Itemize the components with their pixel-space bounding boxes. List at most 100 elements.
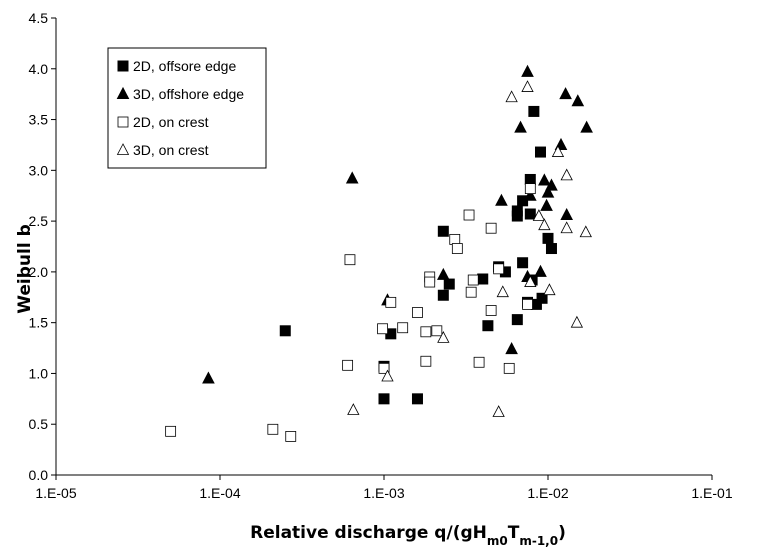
point-2d-offsore-edge <box>437 289 449 301</box>
y-tick-label: 0.5 <box>29 416 49 432</box>
point-2d-offsore-edge <box>536 292 548 304</box>
y-tick-label: 4.5 <box>29 10 49 26</box>
point-3d-on-crest <box>381 369 394 382</box>
y-axis-ticks: 0.0 0.5 1.0 1.5 2.0 2.5 3.0 3.5 4.0 4.5 <box>29 10 56 483</box>
point-2d-on-crest <box>485 305 497 316</box>
y-tick-label: 2.5 <box>29 213 49 229</box>
point-2d-on-crest <box>420 326 432 338</box>
data-points <box>165 64 593 442</box>
point-2d-on-crest <box>342 359 354 371</box>
legend-marker <box>117 116 129 128</box>
point-2d-offsore-edge <box>528 105 540 117</box>
y-tick-label: 3.0 <box>29 162 49 178</box>
legend-entry-label: 3D, on crest <box>133 142 209 158</box>
point-2d-offsore-edge <box>477 273 489 285</box>
point-3d-on-crest <box>437 331 450 343</box>
point-3d-on-crest <box>347 403 360 415</box>
legend-entry-label: 2D, offsore edge <box>133 58 236 74</box>
point-2d-offsore-edge <box>443 278 455 290</box>
x-tick-label: 1.E-02 <box>527 485 568 501</box>
point-3d-on-crest <box>505 90 518 103</box>
point-3d-offshore-edge <box>202 371 215 384</box>
legend-box <box>107 47 267 169</box>
point-2d-on-crest <box>503 362 515 374</box>
point-3d-offshore-edge <box>514 120 527 133</box>
point-3d-on-crest <box>579 225 592 238</box>
point-3d-on-crest <box>538 218 551 231</box>
point-3d-offshore-edge <box>538 173 551 186</box>
point-3d-offshore-edge <box>540 198 553 211</box>
point-3d-offshore-edge <box>534 264 547 277</box>
x-tick-label: 1.E-05 <box>35 485 76 501</box>
point-2d-on-crest <box>285 431 297 442</box>
point-3d-offshore-edge <box>521 64 534 77</box>
y-tick-label: 1.5 <box>29 315 49 331</box>
point-3d-offshore-edge <box>541 185 555 198</box>
point-3d-offshore-edge <box>505 341 518 355</box>
legend-entry-label: 2D, on crest <box>133 114 209 130</box>
point-3d-offshore-edge <box>436 267 450 280</box>
point-2d-on-crest <box>485 222 497 234</box>
y-tick-label: 0.0 <box>29 467 49 483</box>
point-3d-offshore-edge <box>345 171 359 184</box>
point-2d-on-crest <box>524 183 536 195</box>
y-tick-label: 4.0 <box>29 61 49 77</box>
point-3d-on-crest <box>492 405 505 417</box>
legend-marker <box>117 60 129 72</box>
point-2d-offsore-edge <box>511 205 523 217</box>
point-2d-offsore-edge <box>524 208 536 220</box>
point-3d-on-crest <box>496 285 509 298</box>
point-2d-offsore-edge <box>517 257 529 269</box>
point-2d-on-crest <box>420 355 432 367</box>
point-3d-offshore-edge <box>523 188 537 201</box>
x-axis-ticks: 1.E-05 1.E-04 1.E-03 1.E-02 1.E-01 <box>35 475 733 501</box>
point-2d-offsore-edge <box>511 314 523 326</box>
y-axis-label: Weibull b <box>15 224 35 314</box>
point-2d-offsore-edge <box>279 325 291 337</box>
point-2d-on-crest <box>267 423 279 435</box>
point-2d-offsore-edge <box>545 243 557 255</box>
point-2d-offsore-edge <box>482 320 494 332</box>
y-tick-label: 2.0 <box>29 264 49 280</box>
point-2d-on-crest <box>473 356 485 368</box>
legend-marker <box>116 143 130 155</box>
point-2d-on-crest <box>522 298 533 310</box>
x-axis-label: Relative discharge q/(gHm0Tm-1,0) <box>250 523 566 548</box>
point-2d-offsore-edge <box>517 195 529 207</box>
point-3d-on-crest <box>521 80 534 92</box>
point-2d-on-crest <box>463 209 475 221</box>
point-3d-offshore-edge <box>560 207 574 221</box>
point-2d-on-crest <box>397 322 409 334</box>
point-3d-offshore-edge <box>545 178 558 191</box>
legend-marker <box>116 86 130 99</box>
point-3d-offshore-edge <box>580 120 593 133</box>
x-tick-label: 1.E-03 <box>363 485 404 501</box>
x-tick-label: 1.E-04 <box>199 485 240 501</box>
point-3d-on-crest <box>551 145 565 157</box>
legend: 2D, offsore edge 3D, offshore edge 2D, on … <box>107 47 267 169</box>
point-3d-offshore-edge <box>559 87 572 100</box>
point-2d-on-crest <box>431 325 443 337</box>
point-2d-offsore-edge <box>411 393 423 405</box>
point-3d-on-crest <box>560 168 573 181</box>
point-2d-on-crest <box>465 286 477 298</box>
point-2d-offsore-edge <box>534 146 546 158</box>
point-2d-on-crest <box>449 233 461 245</box>
point-3d-offshore-edge <box>571 94 585 107</box>
point-2d-on-crest <box>424 276 436 288</box>
point-2d-offsore-edge <box>378 393 390 405</box>
point-3d-on-crest <box>532 209 546 221</box>
y-tick-label: 3.5 <box>29 112 49 128</box>
point-2d-offsore-edge <box>437 225 449 237</box>
point-3d-on-crest <box>524 275 537 287</box>
point-2d-on-crest <box>412 307 423 318</box>
point-3d-on-crest <box>560 221 573 234</box>
point-2d-on-crest <box>165 425 177 437</box>
point-2d-on-crest <box>377 323 388 335</box>
point-3d-offshore-edge <box>495 193 508 206</box>
point-2d-offsore-edge <box>524 173 536 185</box>
point-2d-offsore-edge <box>542 232 554 244</box>
point-2d-on-crest <box>385 296 397 308</box>
y-tick-label: 1.0 <box>29 365 49 381</box>
x-tick-label: 1.E-01 <box>691 485 732 501</box>
